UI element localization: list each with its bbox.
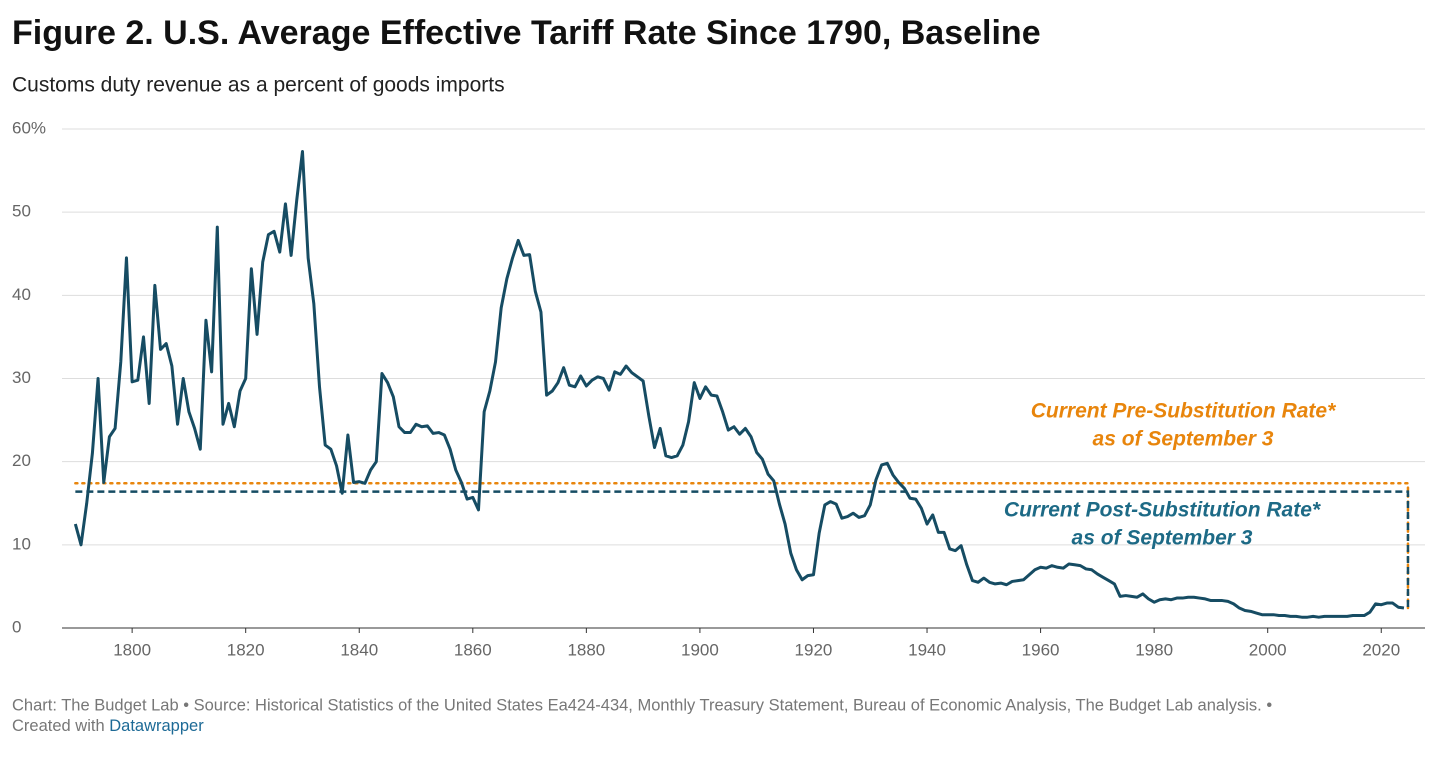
reference-line — [75, 490, 1410, 609]
annotation: as of September 3 — [1093, 428, 1274, 451]
y-tick-label: 20 — [12, 451, 31, 470]
annotation: as of September 3 — [1072, 527, 1253, 550]
data-line — [73, 149, 1405, 619]
x-tick-label: 1800 — [113, 640, 151, 659]
x-tick-label: 1820 — [227, 640, 265, 659]
y-tick-label: 50 — [12, 202, 31, 221]
x-tick-label: 1840 — [340, 640, 378, 659]
x-tick-label: 1900 — [681, 640, 719, 659]
chart-title: Figure 2. U.S. Average Effective Tariff … — [12, 14, 1041, 52]
y-tick-label: 30 — [12, 368, 31, 387]
annotation: Current Pre-Substitution Rate* — [1031, 400, 1336, 423]
source-note: Chart: The Budget Lab • Source: Historic… — [12, 696, 1272, 714]
y-tick-label: 0 — [12, 617, 21, 636]
credit-link[interactable]: Datawrapper — [109, 717, 204, 735]
annotation: Current Post-Substitution Rate* — [1004, 499, 1321, 522]
x-tick-label: 1860 — [454, 640, 492, 659]
x-tick-label: 1960 — [1022, 640, 1060, 659]
y-tick-label: 40 — [12, 285, 31, 304]
x-tick-label: 2000 — [1249, 640, 1287, 659]
chart-subtitle: Customs duty revenue as a percent of goo… — [12, 74, 505, 97]
credit: Created with Datawrapper — [12, 717, 204, 735]
y-tick-label: 10 — [12, 534, 31, 553]
x-tick-label: 1980 — [1135, 640, 1173, 659]
x-tick-label: 1880 — [567, 640, 605, 659]
credit-text: Created with — [12, 717, 105, 735]
reference-line — [74, 482, 1410, 610]
x-tick-label: 2020 — [1362, 640, 1400, 659]
x-tick-label: 1920 — [795, 640, 833, 659]
y-tick-label: 60% — [12, 118, 46, 137]
x-tick-label: 1940 — [908, 640, 946, 659]
